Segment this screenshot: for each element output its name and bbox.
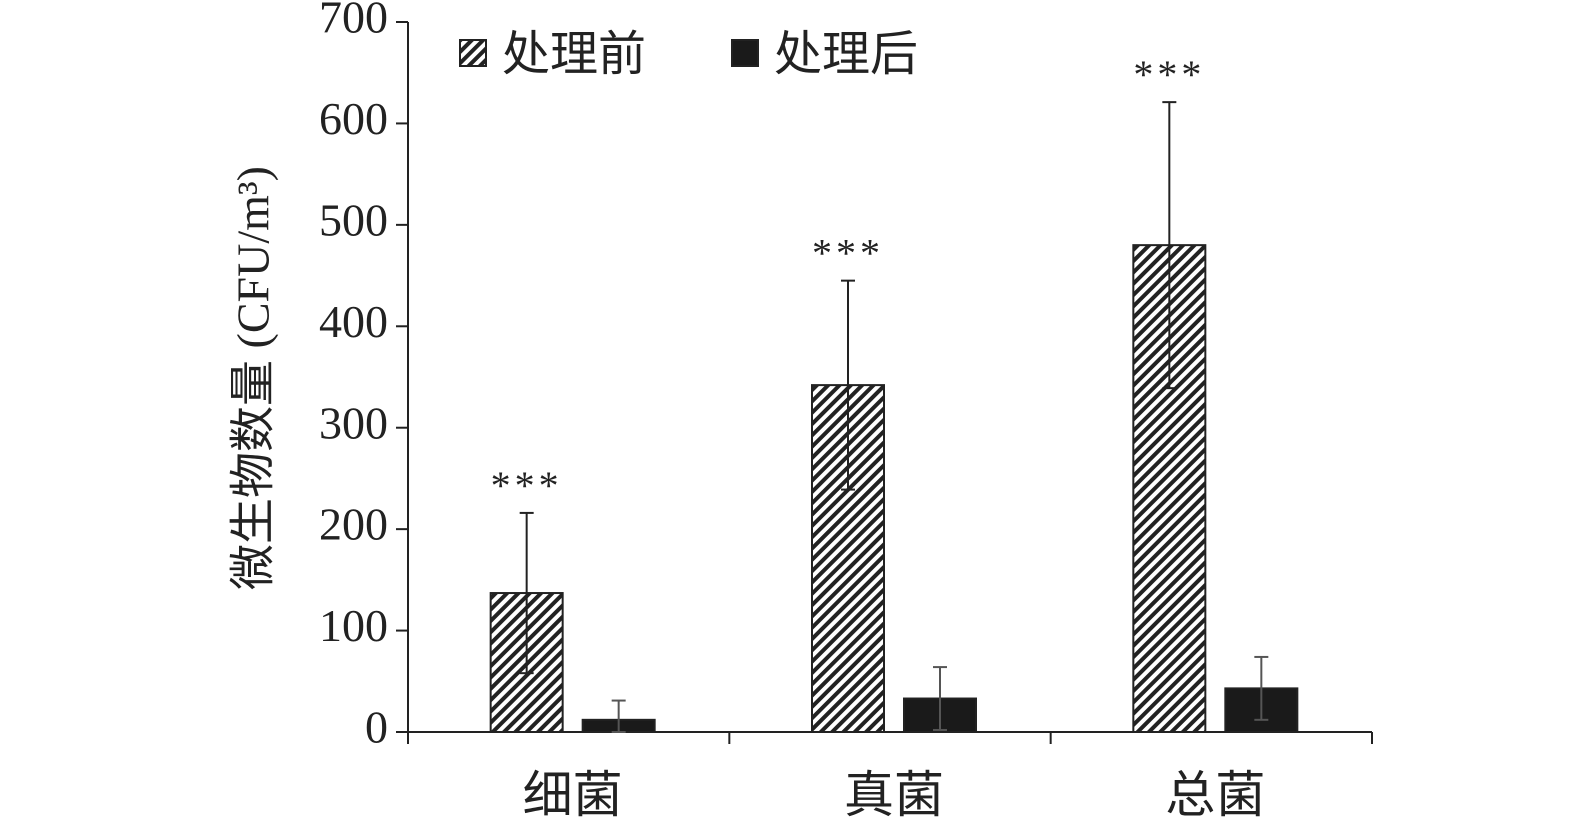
y-tick-label: 400 [319, 296, 388, 347]
y-tick-label: 300 [319, 397, 388, 448]
bars [489, 244, 1299, 734]
legend-label-after: 处理后 [774, 28, 918, 81]
significance-annotations: *** *** *** [491, 52, 1205, 508]
y-axis-title: 微生物数量 (CFU/m³) [228, 166, 279, 590]
y-tick-label: 200 [319, 499, 388, 550]
x-category-label: 细菌 [523, 767, 623, 823]
legend-swatch-before [459, 39, 487, 67]
significance-label: *** [1133, 52, 1205, 97]
y-tick-label: 0 [365, 702, 388, 753]
legend-label-before: 处理前 [502, 28, 646, 81]
y-tick-label: 100 [319, 600, 388, 651]
y-tick-label: 700 [319, 0, 388, 43]
x-ticks [407, 732, 1373, 744]
significance-label: *** [491, 463, 563, 508]
y-ticks: 0 100 200 300 400 500 600 700 [319, 0, 408, 753]
category-labels: 细菌 真菌 总菌 [523, 767, 1266, 823]
y-tick-label: 500 [319, 194, 388, 245]
y-tick-label: 600 [319, 93, 388, 144]
x-category-label: 真菌 [844, 767, 944, 823]
legend-swatch-after [731, 39, 759, 67]
error-bars [519, 101, 1269, 733]
legend: 处理前 处理后 [459, 28, 918, 81]
significance-label: *** [812, 231, 884, 276]
x-category-label: 总菌 [1165, 767, 1265, 823]
